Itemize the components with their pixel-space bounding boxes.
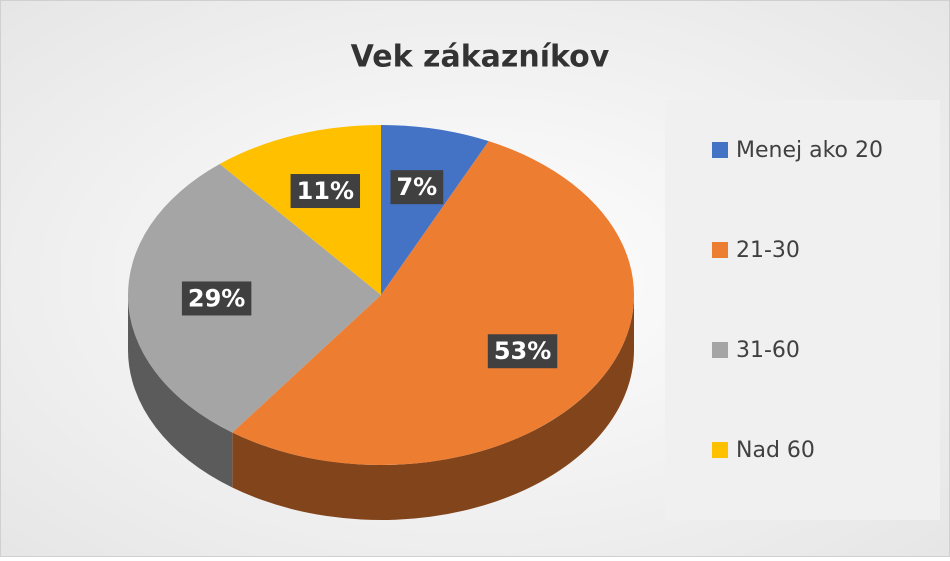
slice-side <box>128 295 233 488</box>
data-label: 29% <box>188 284 245 312</box>
pie: 7% 53% 29% 11% <box>127 125 634 520</box>
legend-swatch <box>712 442 728 458</box>
legend: Menej ako 20 21-30 31-60 Nad 60 <box>712 138 883 463</box>
data-label-box <box>390 170 444 205</box>
chart-title: Vek zákazníkov <box>351 40 610 75</box>
legend-swatch <box>712 242 728 258</box>
legend-label: Nad 60 <box>736 438 815 463</box>
slice <box>127 164 381 433</box>
slice <box>219 125 381 295</box>
legend-swatch <box>712 142 728 158</box>
legend-label: Menej ako 20 <box>736 138 883 163</box>
legend-label: 21-30 <box>736 238 800 263</box>
legend-label: 31-60 <box>736 338 800 363</box>
data-label: 7% <box>396 173 437 201</box>
data-label-box <box>487 334 558 369</box>
data-label-box <box>290 174 361 209</box>
slice <box>381 125 489 295</box>
legend-swatch <box>712 342 728 358</box>
slice <box>232 141 634 465</box>
data-label: 53% <box>494 337 551 365</box>
legend-box <box>665 100 940 520</box>
slice-side <box>232 295 634 520</box>
data-label-box <box>181 281 252 316</box>
data-label: 11% <box>297 177 354 205</box>
